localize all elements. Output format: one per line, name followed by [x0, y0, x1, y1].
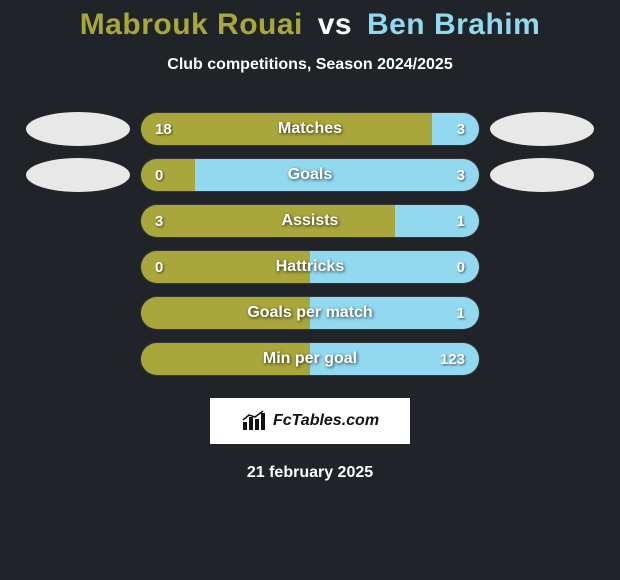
player2-segment: 1	[310, 297, 479, 329]
player2-segment: 0	[310, 251, 479, 283]
stat-row: 00Hattricks	[25, 250, 595, 284]
player2-value: 1	[457, 213, 465, 230]
stat-bar: 1Goals per match	[140, 296, 480, 330]
player1-avatar	[26, 112, 130, 146]
player2-value: 3	[457, 121, 465, 138]
stat-row: 1Goals per match	[25, 296, 595, 330]
vs-label: vs	[318, 8, 352, 41]
player1-value: 0	[155, 167, 163, 184]
player1-name: Mabrouk Rouai	[80, 8, 303, 41]
player2-segment: 1	[395, 205, 480, 237]
stat-bar: 03Goals	[140, 158, 480, 192]
fctables-logo: FcTables.com	[210, 398, 410, 444]
player1-value: 18	[155, 121, 172, 138]
player2-segment: 3	[432, 113, 479, 145]
stat-row: 123Min per goal	[25, 342, 595, 376]
stat-bar: 31Assists	[140, 204, 480, 238]
player2-value: 123	[440, 351, 465, 368]
stat-bar: 123Min per goal	[140, 342, 480, 376]
player2-value: 0	[457, 259, 465, 276]
player1-segment: 18	[141, 113, 432, 145]
chart-icon	[241, 410, 267, 432]
player2-segment: 123	[310, 343, 479, 375]
comparison-title: Mabrouk Rouai vs Ben Brahim	[0, 0, 620, 42]
player1-avatar	[26, 158, 130, 192]
player1-segment: 3	[141, 205, 395, 237]
player1-segment: 0	[141, 251, 310, 283]
player2-name: Ben Brahim	[367, 8, 540, 41]
stat-row: 31Assists	[25, 204, 595, 238]
player1-segment	[141, 343, 310, 375]
date-text: 21 february 2025	[0, 464, 620, 482]
stat-bar: 183Matches	[140, 112, 480, 146]
logo-text: FcTables.com	[273, 412, 379, 430]
player2-segment: 3	[195, 159, 479, 191]
player1-value: 0	[155, 259, 163, 276]
player2-avatar	[490, 112, 594, 146]
player1-segment	[141, 297, 310, 329]
player2-value: 3	[457, 167, 465, 184]
stat-row: 03Goals	[25, 158, 595, 192]
player2-avatar	[490, 158, 594, 192]
subtitle: Club competitions, Season 2024/2025	[0, 56, 620, 74]
stat-row: 183Matches	[25, 112, 595, 146]
player1-segment: 0	[141, 159, 195, 191]
stats-chart: 183Matches03Goals31Assists00Hattricks1Go…	[0, 112, 620, 376]
stat-bar: 00Hattricks	[140, 250, 480, 284]
player1-value: 3	[155, 213, 163, 230]
player2-value: 1	[457, 305, 465, 322]
